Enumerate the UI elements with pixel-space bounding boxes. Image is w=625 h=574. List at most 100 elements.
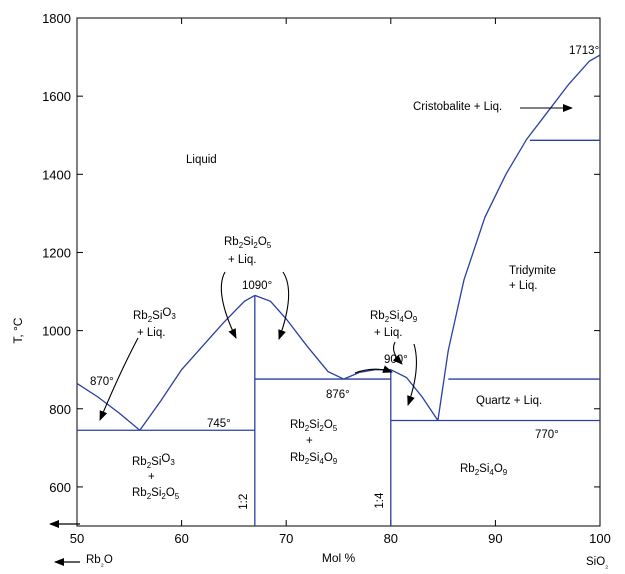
formula-symbol: SiO <box>586 556 605 568</box>
formula-subscript: 2 <box>147 492 152 501</box>
x-tick-label: 90 <box>488 531 502 546</box>
formula-symbol: Rb <box>132 487 147 499</box>
y-tick-label: 1400 <box>42 167 71 182</box>
pointer-arrow <box>278 271 290 340</box>
pointer-arrow <box>220 271 237 339</box>
y-tick-label: 800 <box>49 402 71 417</box>
y-tick-label: 600 <box>49 480 71 495</box>
pointer-arrows <box>99 104 573 421</box>
formula-symbol: Si <box>151 487 161 499</box>
temp-876-label: 876° <box>326 389 350 401</box>
temp-770-label: 770° <box>535 429 559 441</box>
x-tick-label: 50 <box>70 531 84 546</box>
formula-symbol: Si <box>152 310 162 322</box>
formula-symbol: O <box>162 307 171 319</box>
formula-symbol: Si <box>151 456 161 468</box>
formula-subscript: 9 <box>413 315 418 324</box>
pointer-arrow <box>392 341 403 365</box>
rb2sio3-liq-label: + Liq. <box>137 327 165 339</box>
formula-subscript: 5 <box>333 424 338 433</box>
formula-subscript: 9 <box>503 468 508 477</box>
region-cristobalite-label: Cristobalite + Liq. <box>413 101 502 113</box>
rb2si4o9-liq-label: + Liq. <box>374 327 402 339</box>
solid-plus-1: + <box>148 471 155 483</box>
formula-symbol: Rb <box>132 456 147 468</box>
formula-subscript: 4 <box>319 457 324 466</box>
formula-symbol: O <box>324 419 333 431</box>
x-tick-label: 80 <box>384 531 398 546</box>
formula-subscript: 9 <box>333 457 338 466</box>
solid-rb2si2o5-formula: Rb2Si2O5 <box>132 487 180 501</box>
rb2si2o5-liq-formula: Rb2Si2O5 <box>224 236 272 250</box>
liquidus-curve <box>139 294 256 431</box>
solid-plus-2: + <box>306 435 313 447</box>
formula-subscript: 2 <box>239 241 244 250</box>
formula-subscript: 2 <box>148 315 153 324</box>
plot-frame <box>76 17 601 527</box>
formula-symbol: O <box>324 452 333 464</box>
liquidus-curve <box>76 382 141 431</box>
solid-rb2sio3-formula: Rb2SiO3 <box>132 453 175 470</box>
rb2si2o5-liq-label: + Liq. <box>228 254 256 266</box>
y-axis-title: T, °C <box>11 317 25 343</box>
formula-symbol: Si <box>309 419 319 431</box>
formula-symbol: Si <box>309 452 319 464</box>
formula-symbol: O <box>161 453 170 465</box>
solid-rb2si2o5-formula-2: Rb2Si2O5 <box>290 419 338 433</box>
formula-symbol: Rb <box>133 310 148 322</box>
formula-subscript: 5 <box>267 241 272 250</box>
formula-subscript: 2 <box>147 461 152 470</box>
formula-subscript: 2 <box>475 468 480 477</box>
liquidus-curve <box>254 294 344 380</box>
x-tick-label: 70 <box>279 531 293 546</box>
temp-870-label: 870° <box>90 376 114 388</box>
sio2-label: SiO₂ <box>586 556 608 570</box>
rb2sio3-liq-formula: Rb2SiO3 <box>133 307 176 324</box>
formula-subscript: 3 <box>170 458 175 467</box>
formula-subscript: 2 <box>319 424 324 433</box>
formula-symbol: O <box>166 487 175 499</box>
region-liquid-label: Liquid <box>186 154 217 166</box>
solid-rb2si4o9-region-formula: Rb2Si4O9 <box>460 463 508 477</box>
y-tick-label: 1200 <box>42 245 71 260</box>
pointer-arrow <box>99 337 139 421</box>
region-quartz-label: Quartz + Liq. <box>476 395 542 407</box>
formula-symbol: O <box>404 310 413 322</box>
x-tick-label: 100 <box>589 531 611 546</box>
formula-symbol: Rb <box>370 310 385 322</box>
formula-subscript: 2 <box>305 424 310 433</box>
formula-symbol: Rb <box>290 452 305 464</box>
solid-rb2si4o9-formula: Rb2Si4O9 <box>290 452 338 466</box>
temp-1713-label: 1713° <box>569 45 599 57</box>
temp-745-label: 745° <box>207 418 231 430</box>
formula-subscript: ₂ <box>605 561 608 570</box>
formula-symbol: Rb <box>460 463 475 475</box>
formula-symbol: O <box>258 236 267 248</box>
formula-subscript: 5 <box>175 492 180 501</box>
y-tick-label: 1600 <box>42 89 71 104</box>
liquidus-curve <box>437 54 601 421</box>
formula-symbol: Rb <box>290 419 305 431</box>
formula-symbol: Si <box>389 310 399 322</box>
formula-symbol: Rb <box>86 554 101 566</box>
region-tridymite-liq-label: + Liq. <box>509 280 537 292</box>
compound-ratio-label: 1:2 <box>238 494 250 510</box>
formula-symbol: Rb <box>224 236 239 248</box>
region-tridymite-label: Tridymite <box>509 265 556 277</box>
y-tick-label: 1800 <box>42 11 71 26</box>
y-tick-label: 1000 <box>42 324 71 339</box>
formula-symbol: O <box>494 463 503 475</box>
formula-symbol: Si <box>243 236 253 248</box>
compound-ratio-label: 1:4 <box>374 492 386 509</box>
formula-subscript: 4 <box>399 315 404 324</box>
formula-subscript: ₂ <box>101 559 104 568</box>
liquidus-curve <box>390 369 439 421</box>
rb2si4o9-liq-formula: Rb2Si4O9 <box>370 310 418 324</box>
temp-1090-label: 1090° <box>242 280 272 292</box>
x-tick-label: 60 <box>174 531 188 546</box>
formula-symbol: Si <box>479 463 489 475</box>
formula-subscript: 2 <box>385 315 390 324</box>
formula-subscript: 2 <box>305 457 310 466</box>
phase-lines <box>76 54 601 526</box>
